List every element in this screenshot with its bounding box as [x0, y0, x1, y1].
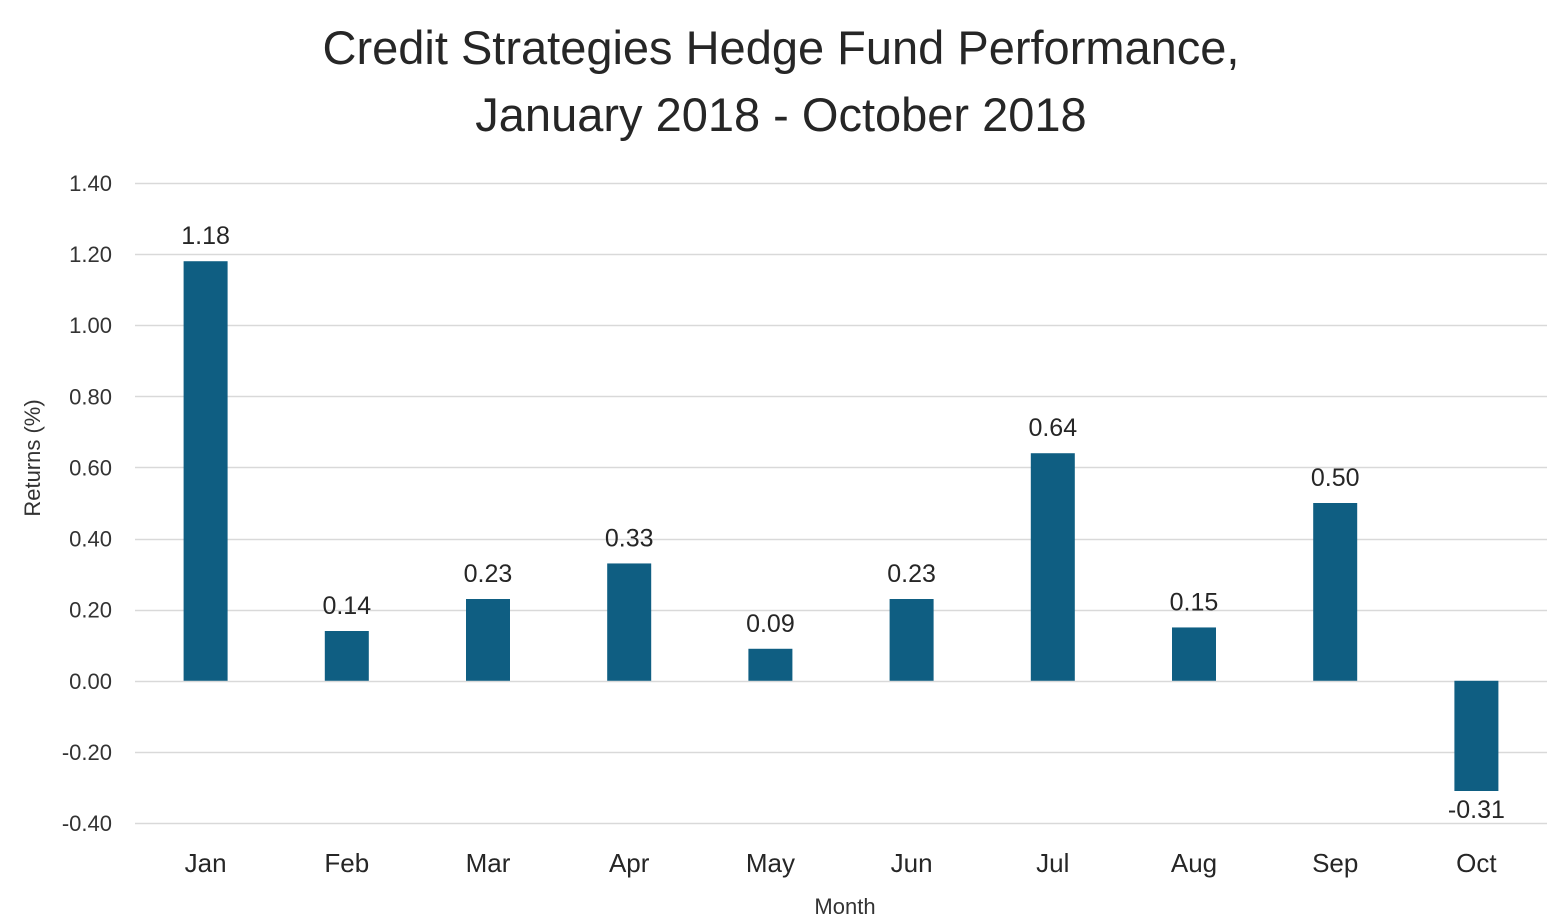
y-tick-label: 0.60: [69, 455, 112, 480]
data-labels: 1.18 0.14 0.23 0.33 0.09 0.23 0.64 0.15 0.50 -0.3…: [181, 222, 1505, 824]
gridlines: [135, 182, 1547, 825]
data-label-feb: 0.14: [322, 592, 371, 620]
chart-title-line-2: January 2018 - October 2018: [475, 88, 1087, 141]
x-axis-title: Month: [814, 894, 875, 919]
bar-jul: [1030, 453, 1075, 681]
chart-title: Credit Strategies Hedge Fund Performance…: [0, 14, 1562, 148]
x-tick-label-oct: Oct: [1456, 848, 1497, 878]
data-label-aug: 0.15: [1170, 588, 1219, 616]
y-tick-label: 1.20: [69, 242, 112, 267]
bar-jan: [183, 261, 228, 681]
data-label-jun: 0.23: [887, 560, 936, 588]
bar-feb: [324, 631, 369, 681]
y-tick-label: 0.20: [69, 598, 112, 623]
x-tick-label-mar: Mar: [466, 848, 511, 878]
x-tick-label-sep: Sep: [1312, 848, 1358, 878]
bar-jun: [889, 599, 934, 681]
bar-mar: [466, 599, 510, 681]
x-tick-label-jun: Jun: [891, 848, 933, 878]
y-tick-label: 1.40: [69, 171, 112, 196]
x-tick-label-jul: Jul: [1036, 848, 1069, 878]
x-tick-label-aug: Aug: [1171, 848, 1217, 878]
y-axis-title: Returns (%): [20, 399, 45, 516]
y-tick-label: 0.80: [69, 384, 112, 409]
y-tick-label: -0.40: [62, 811, 112, 836]
bars: [183, 261, 1499, 791]
data-label-apr: 0.33: [605, 524, 654, 552]
x-tick-label-may: May: [746, 848, 795, 878]
data-label-mar: 0.23: [464, 560, 513, 588]
bar-apr: [607, 563, 652, 681]
data-label-jul: 0.64: [1028, 414, 1077, 442]
y-tick-label: -0.20: [62, 740, 112, 765]
bar-oct: [1454, 680, 1499, 791]
bar-sep: [1313, 503, 1358, 681]
x-tick-label-apr: Apr: [609, 848, 650, 878]
data-label-jan: 1.18: [181, 222, 230, 250]
y-tick-label: 0.40: [69, 527, 112, 552]
data-label-may: 0.09: [746, 610, 795, 638]
bar-aug: [1172, 627, 1216, 681]
x-axis-category-labels: Jan Feb Mar Apr May Jun Jul Aug Sep Oct: [185, 848, 1498, 878]
y-axis-tick-labels: 1.40 1.20 1.00 0.80 0.60 0.40 0.20 0.00 -0.20 -0.…: [62, 171, 112, 836]
data-label-sep: 0.50: [1311, 464, 1360, 492]
data-label-oct: -0.31: [1448, 796, 1505, 824]
chart-title-line-1: Credit Strategies Hedge Fund Performance…: [322, 21, 1240, 74]
bar-may: [748, 648, 793, 681]
x-tick-label-feb: Feb: [324, 848, 369, 878]
y-tick-label: 1.00: [69, 313, 112, 338]
y-tick-label: 0.00: [69, 669, 112, 694]
x-tick-label-jan: Jan: [185, 848, 227, 878]
